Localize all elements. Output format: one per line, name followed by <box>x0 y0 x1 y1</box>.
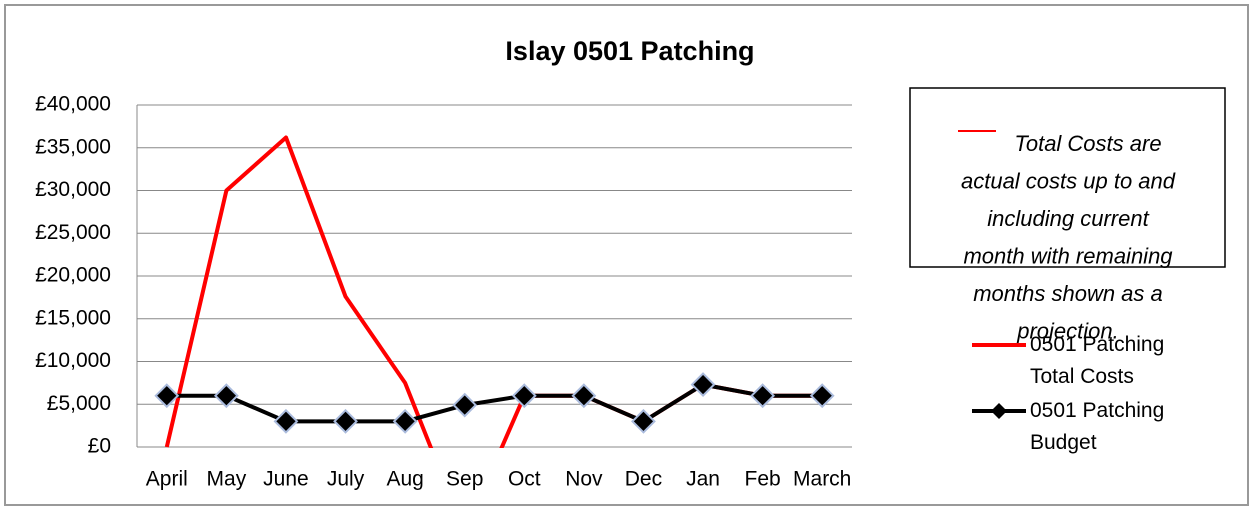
series-marker <box>154 383 180 409</box>
y-tick-label: £35,000 <box>35 135 111 158</box>
annotation-text: projection. <box>1016 318 1119 343</box>
x-tick-label: June <box>263 468 309 491</box>
series-marker <box>213 383 239 409</box>
x-tick-label: July <box>327 468 365 491</box>
x-tick-label: Aug <box>386 468 423 491</box>
legend-label: 0501 Patching Budget <box>1030 399 1164 454</box>
series-marker <box>750 383 776 409</box>
y-tick-label: £30,000 <box>35 178 111 201</box>
annotation-text: including current <box>987 206 1149 231</box>
x-tick-label: Dec <box>625 468 662 491</box>
annotation-text: months shown as a <box>973 281 1163 306</box>
y-tick-label: £25,000 <box>35 221 111 244</box>
x-tick-label: Oct <box>508 468 541 491</box>
series-marker <box>690 372 716 397</box>
series-marker <box>273 408 299 434</box>
y-tick-label: £10,000 <box>35 349 111 372</box>
y-tick-label: £40,000 <box>35 93 111 116</box>
y-tick-label: £5,000 <box>47 392 111 415</box>
x-tick-label: Nov <box>565 468 603 491</box>
annotation-box <box>909 87 1226 268</box>
y-tick-label: £15,000 <box>35 306 111 329</box>
series-marker <box>631 408 656 434</box>
annotation-text: Total Costs are <box>1014 131 1161 156</box>
series-marker <box>333 408 358 434</box>
x-tick-label: March <box>793 468 851 491</box>
legend-marker <box>991 403 1007 419</box>
x-tick-label: April <box>146 468 188 491</box>
annotation-text: month with remaining <box>963 243 1173 268</box>
series-marker <box>392 408 418 434</box>
legend-label: 0501 Patching Total Costs <box>1030 333 1164 388</box>
x-tick-label: Feb <box>745 468 781 491</box>
x-tick-label: Sep <box>446 468 483 491</box>
series-marker <box>511 383 537 409</box>
x-tick-label: Jan <box>686 468 720 491</box>
series-marker <box>452 392 478 418</box>
series-marker <box>809 383 835 409</box>
annotation-text: actual costs up to and <box>961 168 1176 193</box>
x-tick-label: May <box>207 468 247 491</box>
y-tick-label: £0 <box>88 435 111 458</box>
y-tick-label: £20,000 <box>35 264 111 287</box>
series-marker <box>571 383 597 409</box>
chart-title: Islay 0501 Patching <box>505 36 754 66</box>
